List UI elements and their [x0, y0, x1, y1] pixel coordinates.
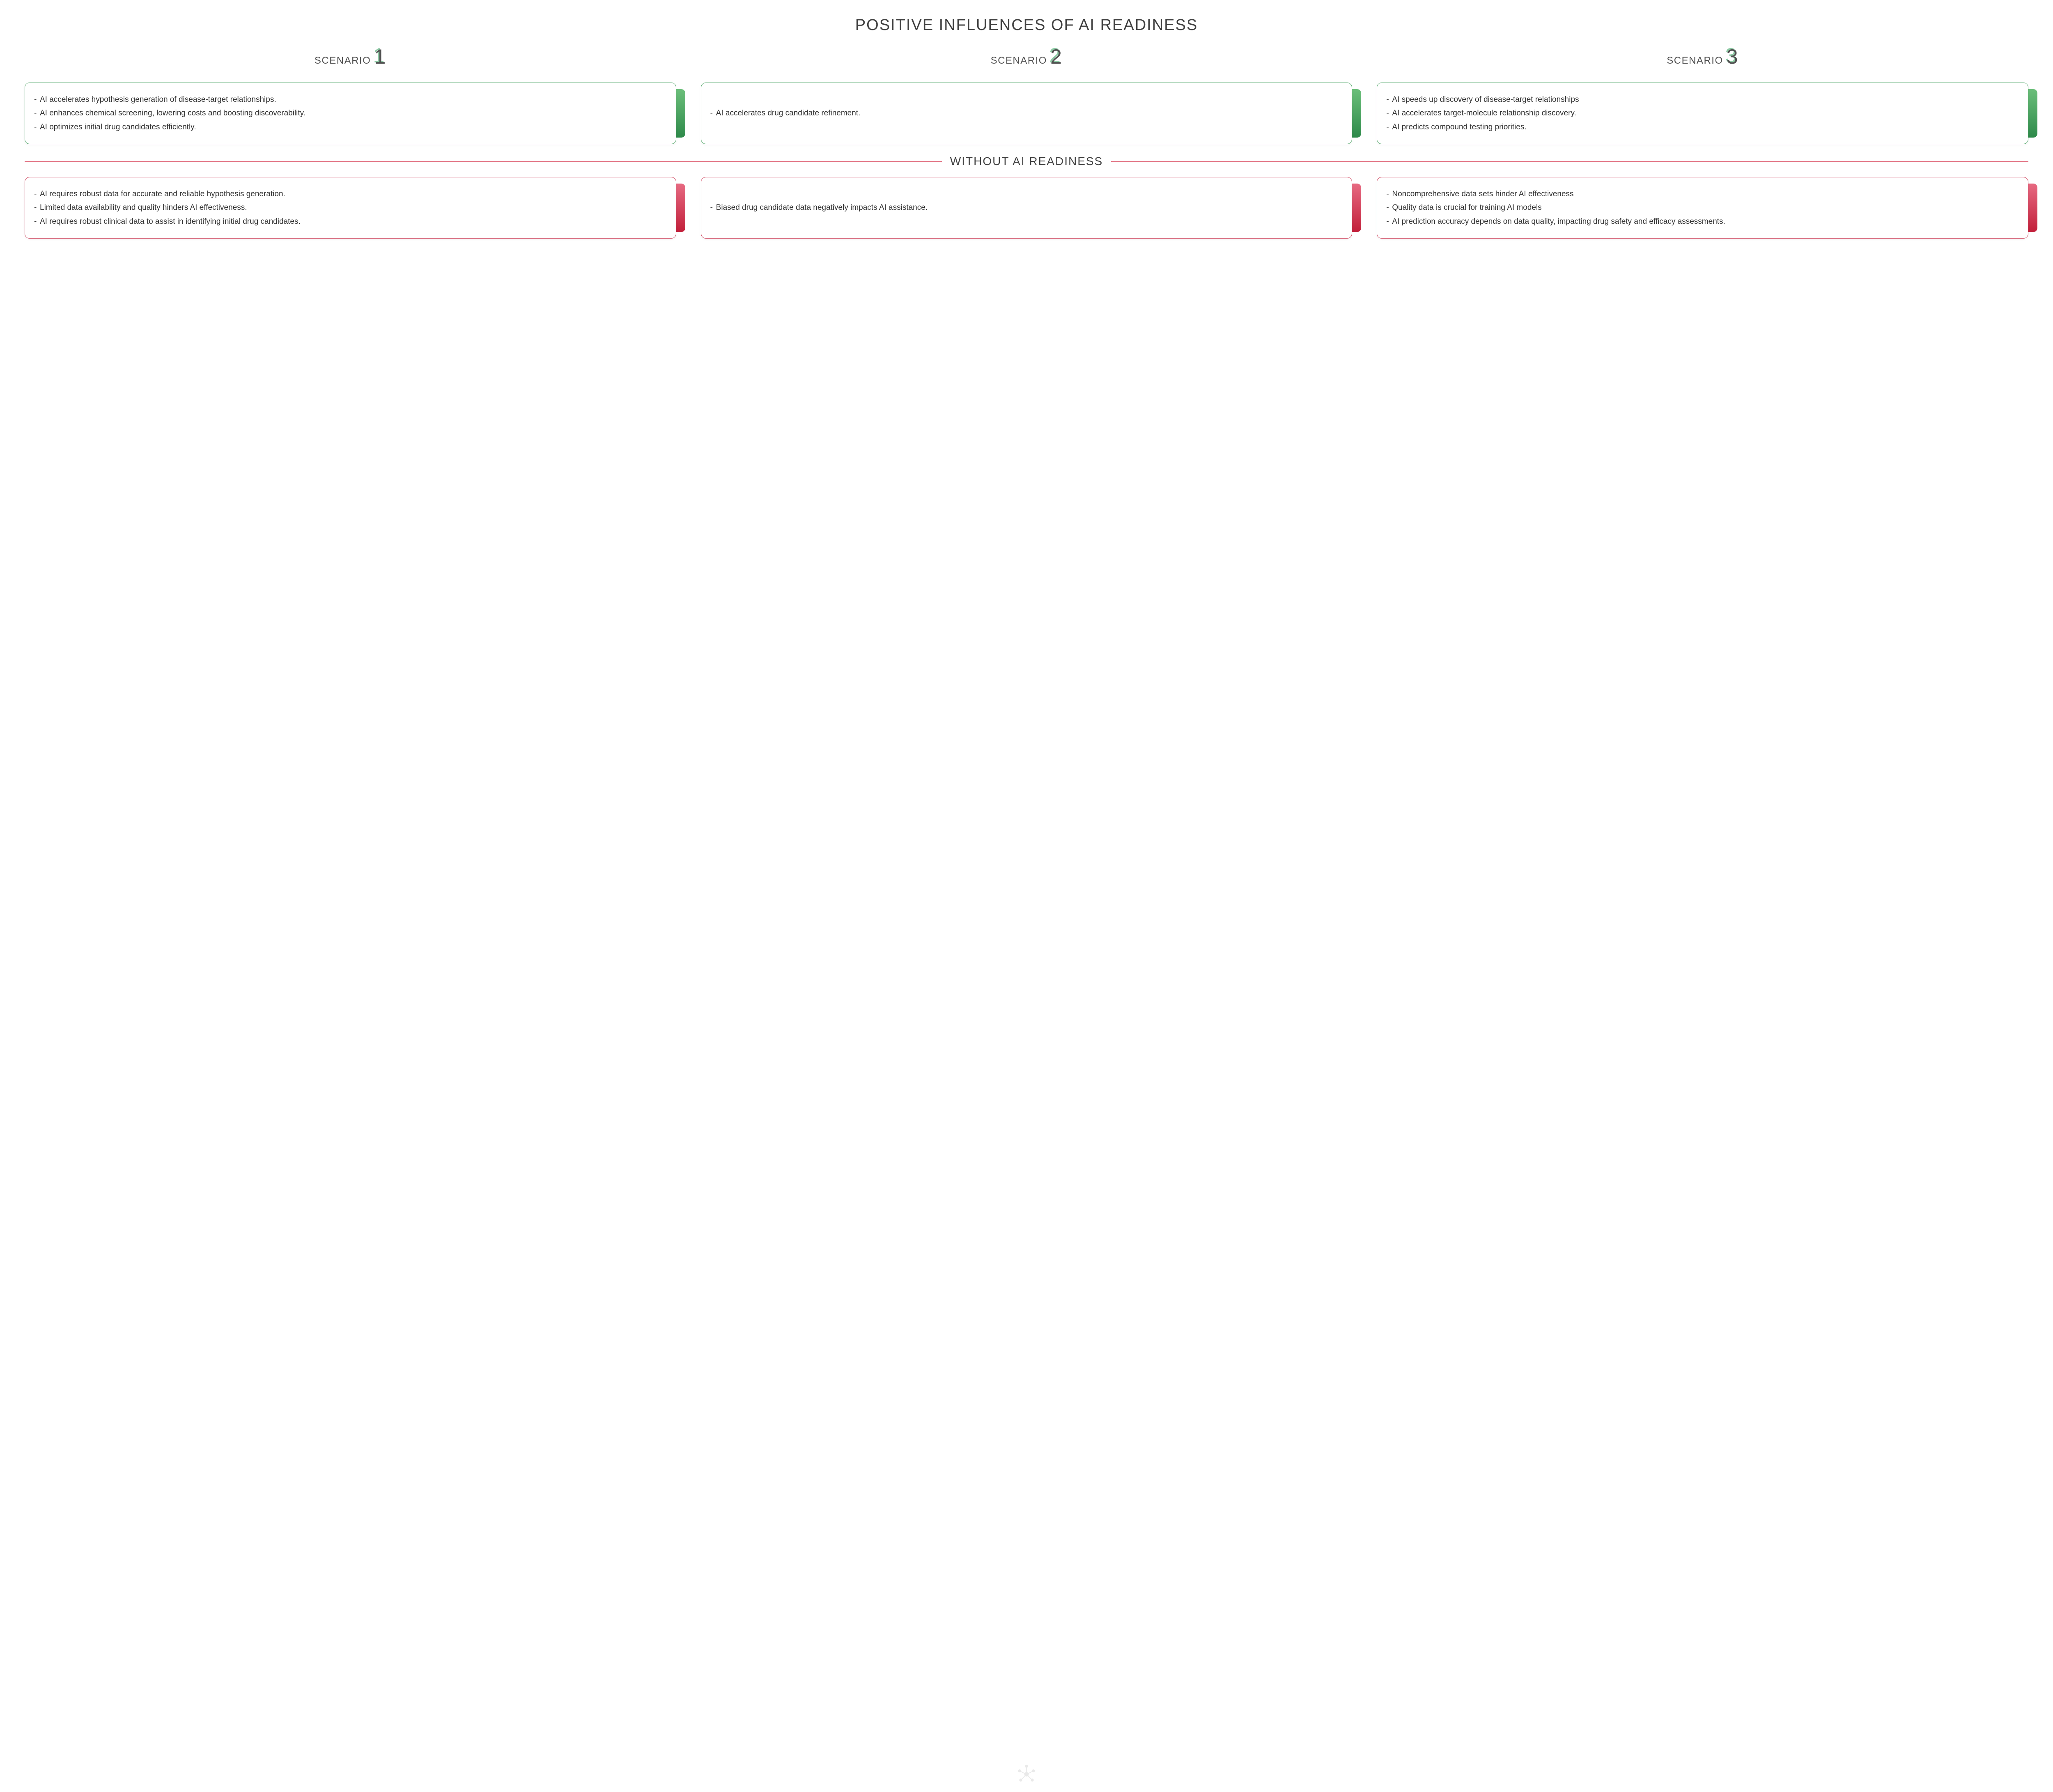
list-item: AI predicts compound testing priorities. — [1386, 122, 2019, 133]
scenario-2-number: 2 — [1050, 46, 1062, 67]
scenario-3-number: 3 — [1727, 46, 1738, 67]
divider-rule-right — [1111, 161, 2028, 162]
list-item: AI requires robust data for accurate and… — [34, 189, 667, 200]
positive-row: AI accelerates hypothesis generation of … — [25, 83, 2028, 144]
list-item: AI speeds up discovery of disease-target… — [1386, 94, 2019, 105]
scenario-1-label: SCENARIO 1 — [25, 46, 676, 67]
list-item: Noncomprehensive data sets hinder AI eff… — [1386, 189, 2019, 200]
scenario-1-number: 1 — [374, 46, 386, 67]
positive-card-2: AI accelerates drug candidate refinement… — [701, 83, 1353, 144]
list-item: AI accelerates hypothesis generation of … — [34, 94, 667, 105]
scenario-prefix: SCENARIO — [1667, 55, 1723, 66]
negative-card-3: Noncomprehensive data sets hinder AI eff… — [1377, 177, 2028, 239]
scenario-prefix: SCENARIO — [991, 55, 1047, 66]
list-item: AI prediction accuracy depends on data q… — [1386, 216, 2019, 227]
positive-card-3: AI speeds up discovery of disease-target… — [1377, 83, 2028, 144]
scenario-2-label: SCENARIO 2 — [701, 46, 1353, 67]
without-divider: WITHOUT AI READINESS — [25, 155, 2028, 168]
list-item: AI accelerates target-molecule relations… — [1386, 108, 2019, 119]
without-label: WITHOUT AI READINESS — [950, 155, 1103, 168]
scenario-labels-row: SCENARIO 1 SCENARIO 2 SCENARIO 3 — [25, 46, 2028, 74]
watermark-icon — [1015, 1763, 1038, 1788]
scenario-3-label: SCENARIO 3 — [1377, 46, 2028, 67]
negative-card-2: Biased drug candidate data negatively im… — [701, 177, 1353, 239]
list-item: AI requires robust clinical data to assi… — [34, 216, 667, 227]
list-item: AI optimizes initial drug candidates eff… — [34, 122, 667, 133]
negative-card-1: AI requires robust data for accurate and… — [25, 177, 676, 239]
list-item: Quality data is crucial for training AI … — [1386, 202, 2019, 213]
positive-card-1: AI accelerates hypothesis generation of … — [25, 83, 676, 144]
page-title: POSITIVE INFLUENCES OF AI READINESS — [25, 16, 2028, 34]
scenario-prefix: SCENARIO — [315, 55, 371, 66]
list-item: AI accelerates drug candidate refinement… — [710, 108, 1343, 119]
list-item: Limited data availability and quality hi… — [34, 202, 667, 213]
divider-rule-left — [25, 161, 942, 162]
list-item: Biased drug candidate data negatively im… — [710, 202, 1343, 213]
negative-row: AI requires robust data for accurate and… — [25, 177, 2028, 239]
list-item: AI enhances chemical screening, lowering… — [34, 108, 667, 119]
